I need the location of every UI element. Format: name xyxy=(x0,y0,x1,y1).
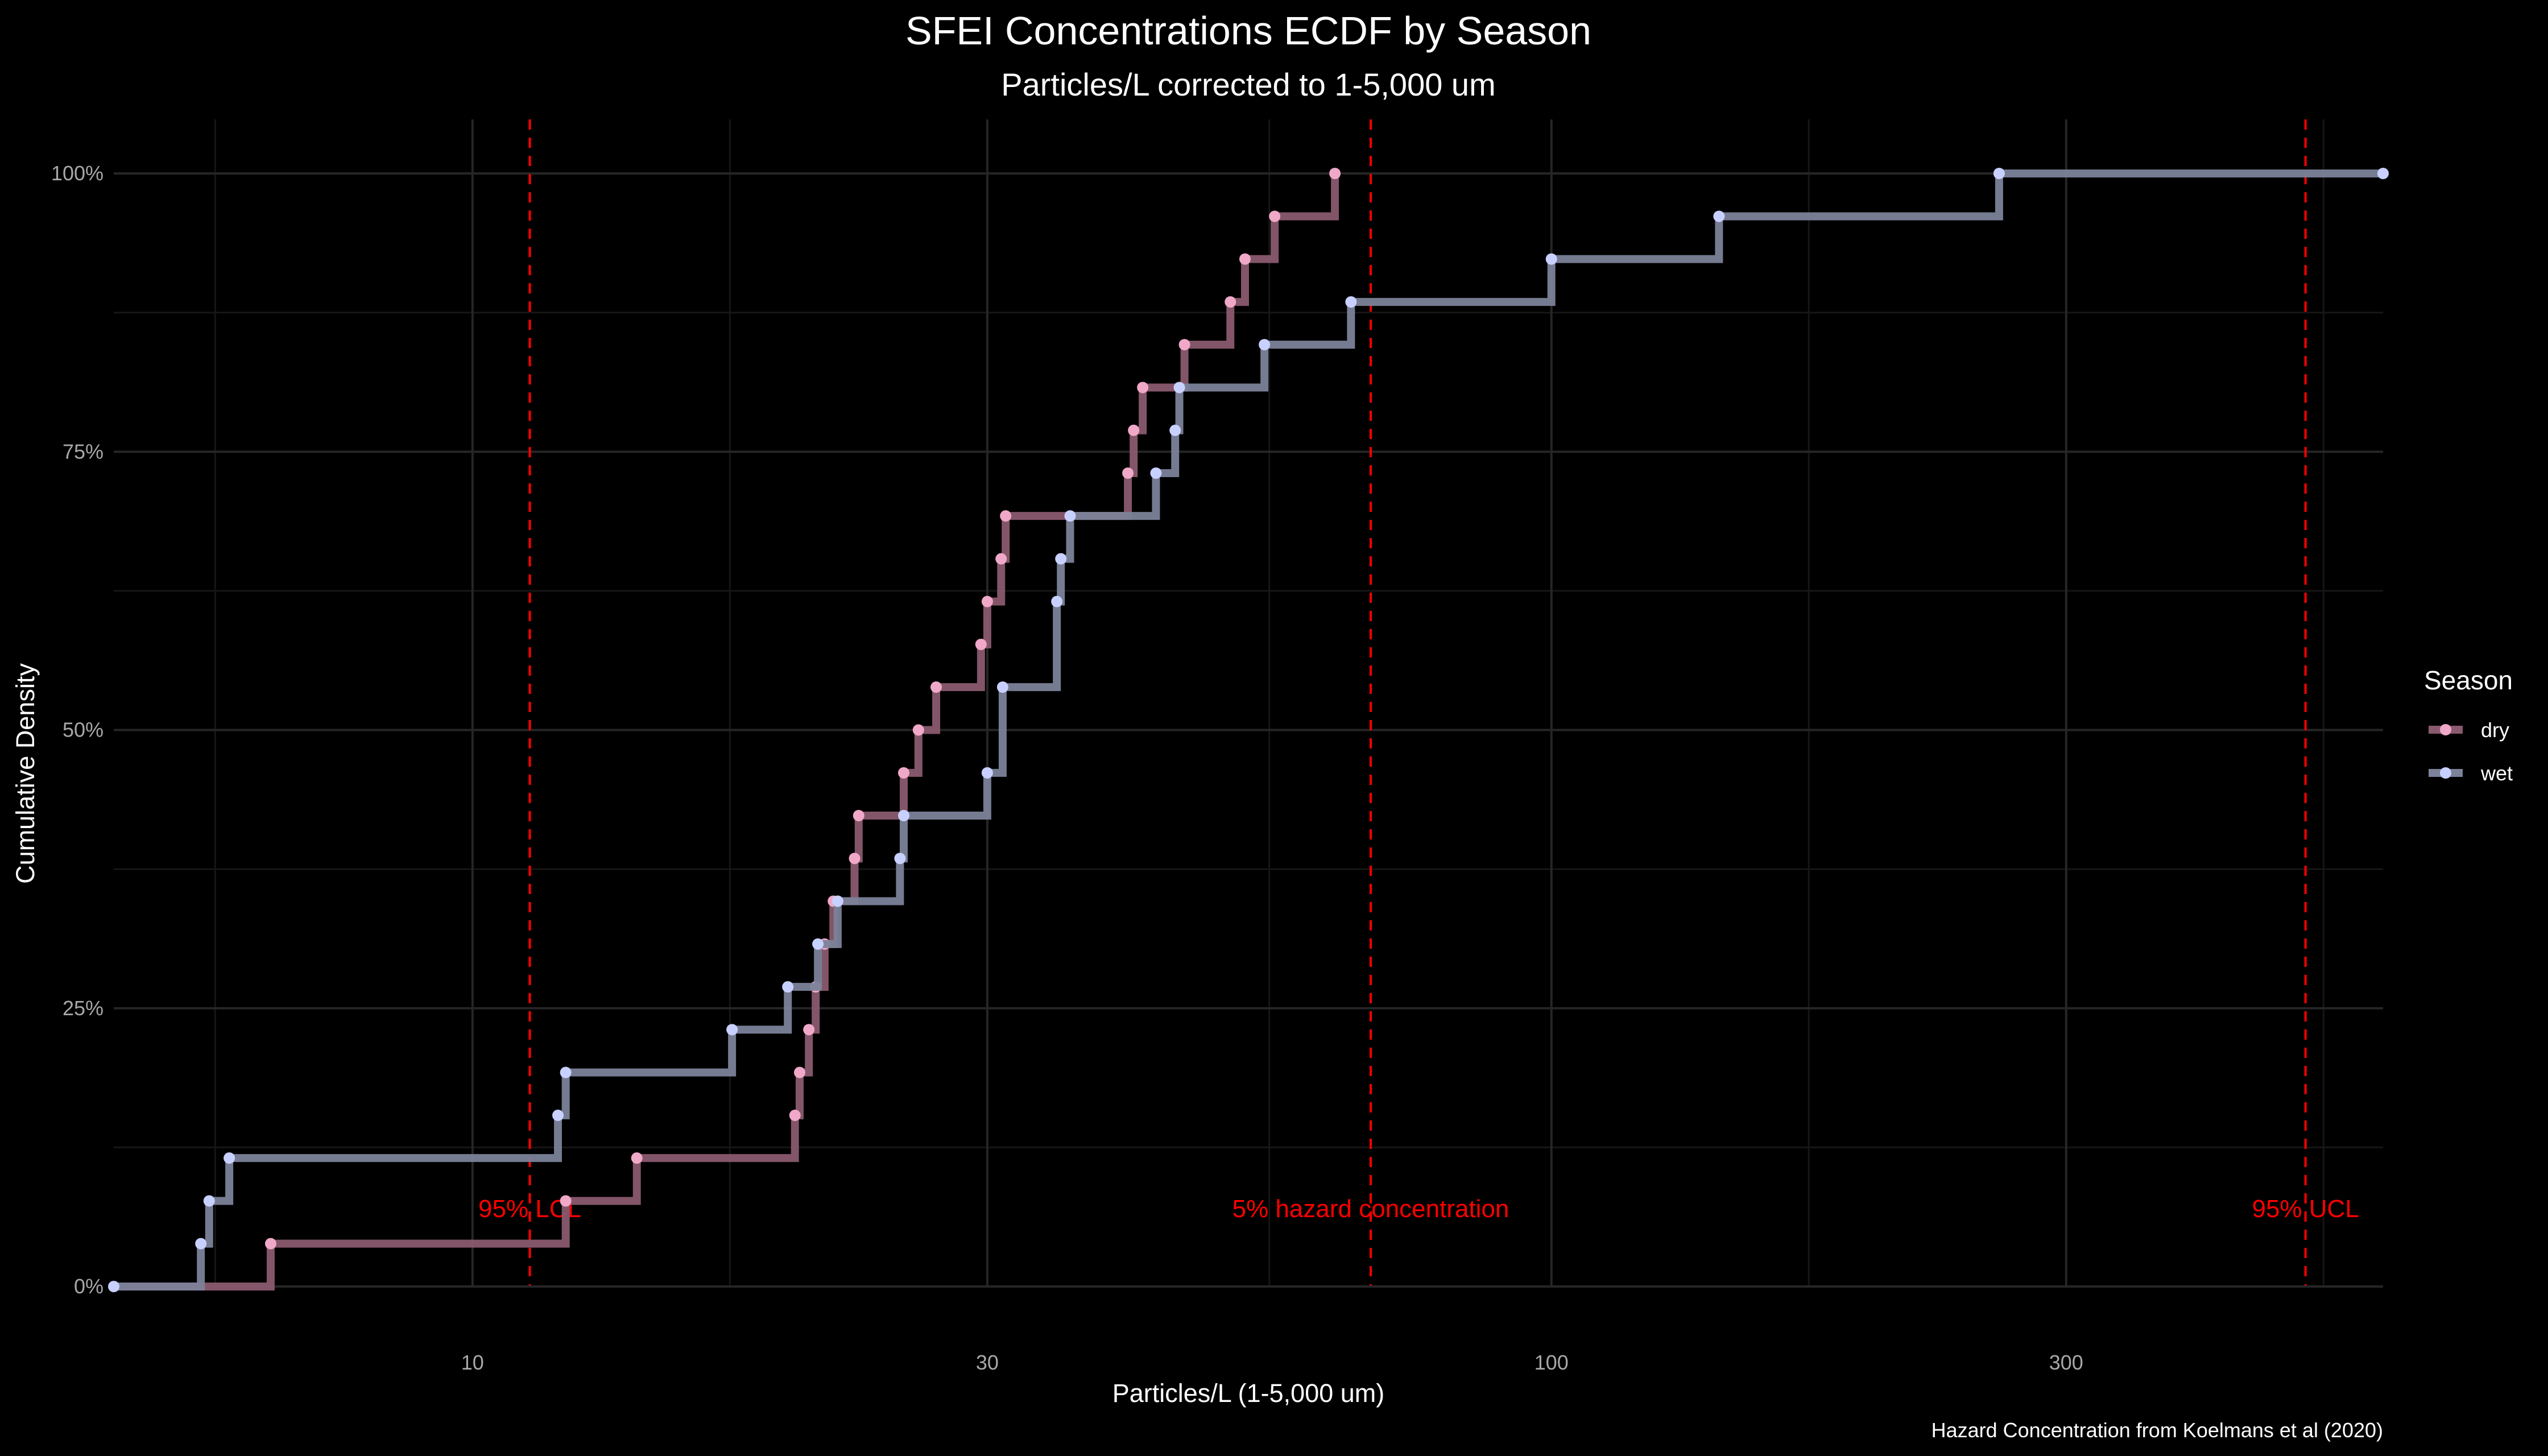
data-point-wet xyxy=(1345,296,1357,308)
x-tick-label: 30 xyxy=(976,1351,999,1374)
x-tick-label: 100 xyxy=(1534,1351,1569,1374)
y-tick-label: 0% xyxy=(74,1275,104,1298)
legend-label-wet: wet xyxy=(2480,762,2513,785)
data-point-wet xyxy=(1051,595,1063,607)
legend-title: Season xyxy=(2424,665,2513,695)
data-point-dry xyxy=(853,809,864,821)
x-axis-title: Particles/L (1-5,000 um) xyxy=(1112,1379,1385,1408)
caption: Hazard Concentration from Koelmans et al… xyxy=(1931,1418,2383,1442)
data-point-wet xyxy=(812,938,824,950)
data-point-wet xyxy=(981,767,993,779)
data-point-wet xyxy=(782,981,794,993)
y-tick-label: 25% xyxy=(63,996,104,1020)
data-point-dry xyxy=(1122,467,1134,479)
data-point-wet xyxy=(1993,168,2005,179)
data-point-wet xyxy=(1173,382,1185,394)
data-point-dry xyxy=(560,1195,572,1207)
data-point-wet xyxy=(894,853,906,864)
legend-item-wet: wet xyxy=(2429,762,2513,785)
y-tick-label: 100% xyxy=(51,162,104,185)
legend-key-point-dry xyxy=(2440,724,2451,735)
legend-item-dry: dry xyxy=(2429,718,2509,742)
reference-line-label: 5% hazard concentration xyxy=(1232,1195,1509,1223)
series-layer xyxy=(108,168,2389,1292)
x-tick-label: 10 xyxy=(461,1351,484,1374)
data-point-dry xyxy=(1137,382,1149,394)
data-point-dry xyxy=(264,1238,276,1250)
data-point-wet xyxy=(897,809,909,821)
data-point-wet xyxy=(108,1281,119,1292)
data-point-dry xyxy=(1269,210,1281,222)
data-point-wet xyxy=(224,1152,235,1164)
data-point-wet xyxy=(726,1024,738,1036)
data-point-dry xyxy=(981,595,993,607)
data-point-wet xyxy=(1150,467,1162,479)
data-point-wet xyxy=(1064,510,1076,522)
data-point-dry xyxy=(930,681,942,693)
data-point-dry xyxy=(1128,424,1140,436)
axis-labels-layer: 0% 25% 50% 75% 100% 10 30 100 300 xyxy=(51,162,2083,1374)
data-point-dry xyxy=(849,853,861,864)
y-axis-title: Cumulative Density xyxy=(11,663,40,884)
legend-label-dry: dry xyxy=(2481,718,2509,742)
data-point-dry xyxy=(1000,510,1012,522)
data-point-dry xyxy=(1239,253,1251,265)
data-point-wet xyxy=(203,1195,215,1207)
legend-key-point-wet xyxy=(2440,767,2451,779)
data-point-dry xyxy=(975,639,987,651)
chart-subtitle: Particles/L corrected to 1-5,000 um xyxy=(1001,67,1495,102)
data-point-dry xyxy=(789,1110,801,1122)
data-point-wet xyxy=(195,1238,207,1250)
data-point-wet xyxy=(996,681,1008,693)
data-point-wet xyxy=(560,1066,572,1078)
data-point-dry xyxy=(631,1152,643,1164)
data-point-dry xyxy=(897,767,909,779)
data-point-wet xyxy=(1545,253,1557,265)
data-point-wet xyxy=(1713,210,1725,222)
data-point-wet xyxy=(1055,553,1067,565)
grid-layer xyxy=(114,119,2383,1288)
data-point-dry xyxy=(1178,338,1190,350)
reference-line-label: 95% UCL xyxy=(2252,1195,2359,1223)
data-point-wet xyxy=(832,895,843,907)
data-point-dry xyxy=(912,724,924,736)
data-point-wet xyxy=(1169,424,1181,436)
data-point-dry xyxy=(1225,296,1236,308)
data-point-dry xyxy=(1329,168,1341,179)
y-tick-label: 75% xyxy=(63,440,104,463)
data-point-wet xyxy=(2377,168,2389,179)
data-point-wet xyxy=(1259,338,1271,350)
x-tick-label: 300 xyxy=(2049,1351,2083,1374)
y-tick-label: 50% xyxy=(63,718,104,742)
data-point-dry xyxy=(995,553,1007,565)
data-point-wet xyxy=(552,1110,564,1122)
data-point-dry xyxy=(793,1066,805,1078)
legend: Season dry wet xyxy=(2424,665,2513,785)
chart-title: SFEI Concentrations ECDF by Season xyxy=(905,9,1591,53)
data-point-dry xyxy=(803,1024,815,1036)
